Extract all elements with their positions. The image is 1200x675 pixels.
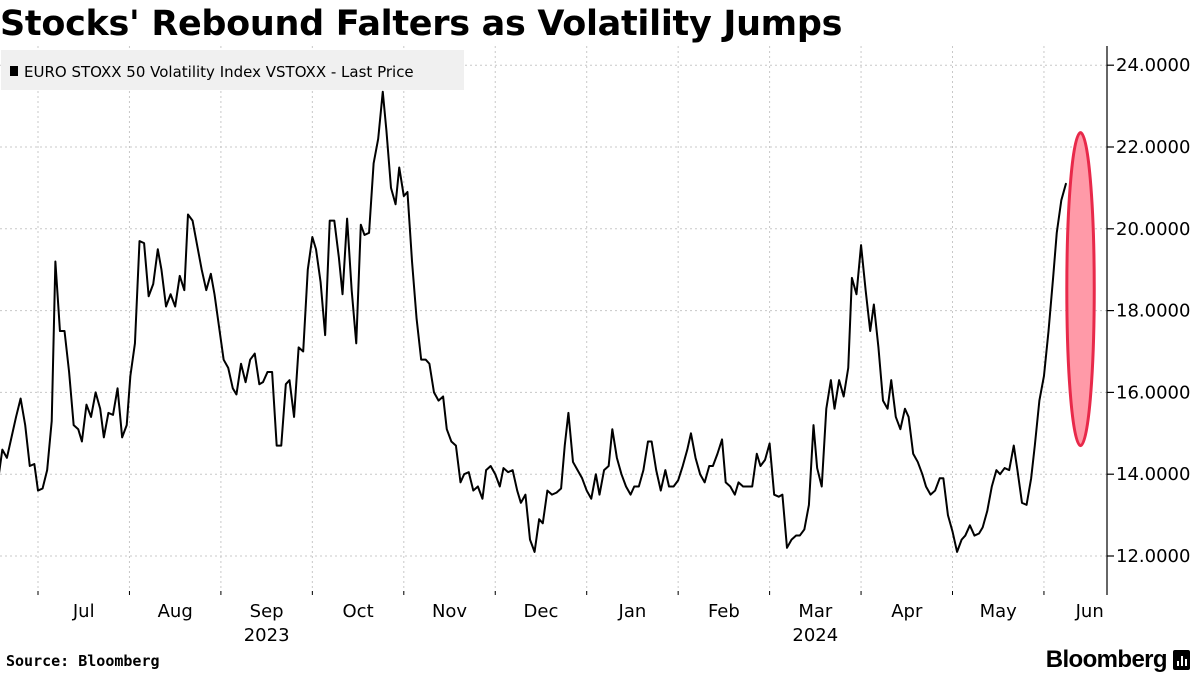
- legend-label: EURO STOXX 50 Volatility Index VSTOXX - …: [24, 63, 414, 81]
- y-tick-label-20: 20.0000: [1116, 219, 1190, 240]
- highlight-layer: [1065, 131, 1096, 448]
- x-tick-label-jun: Jun: [1075, 601, 1104, 622]
- vstoxx-price-line: [0, 90, 1067, 553]
- x-tick-label-sep: Sep: [250, 601, 284, 622]
- y-tick-label-14: 14.0000: [1116, 464, 1190, 485]
- x-tick-label-aug: Aug: [158, 601, 193, 622]
- x-axis-ticks: Jul Aug Sep Oct Nov Dec Jan Feb Mar Apr May Jun 2023…: [37, 591, 1104, 646]
- x-tick-label-jan: Jan: [618, 601, 647, 622]
- year-label-2023: 2023: [244, 625, 290, 646]
- horizontal-gridlines: [0, 64, 1107, 557]
- legend: EURO STOXX 50 Volatility Index VSTOXX - …: [1, 50, 464, 90]
- legend-background: [1, 50, 464, 90]
- vertical-gridlines: [37, 46, 1045, 595]
- terminal-icon: [1173, 650, 1190, 670]
- brand-wordmark: Bloomberg: [1045, 646, 1168, 673]
- y-tick-label-18: 18.0000: [1116, 301, 1190, 322]
- highlight-ellipse: [1065, 131, 1096, 448]
- x-tick-label-nov: Nov: [432, 601, 467, 622]
- x-tick-label-jul: Jul: [72, 601, 95, 622]
- x-tick-label-may: May: [980, 601, 1018, 622]
- chart-title: Stocks' Rebound Falters as Volatility Ju…: [0, 4, 843, 44]
- legend-swatch: [10, 66, 18, 76]
- x-tick-label-apr: Apr: [891, 601, 923, 622]
- y-tick-label-24: 24.0000: [1116, 55, 1190, 76]
- bloomberg-logo: Bloomberg: [1046, 646, 1190, 674]
- source-note: Source: Bloomberg: [6, 652, 160, 670]
- year-label-2024: 2024: [792, 625, 838, 646]
- y-tick-label-12: 12.0000: [1116, 546, 1190, 567]
- y-tick-label-22: 22.0000: [1116, 137, 1190, 158]
- x-tick-label-feb: Feb: [708, 601, 740, 622]
- x-tick-label-mar: Mar: [798, 601, 833, 622]
- x-tick-label-dec: Dec: [524, 601, 559, 622]
- y-tick-label-16: 16.0000: [1116, 382, 1190, 403]
- y-axis-ticks: 12.0000 14.0000 16.0000 18.0000 20.0000 22.00…: [1107, 55, 1190, 567]
- x-tick-label-oct: Oct: [343, 601, 374, 622]
